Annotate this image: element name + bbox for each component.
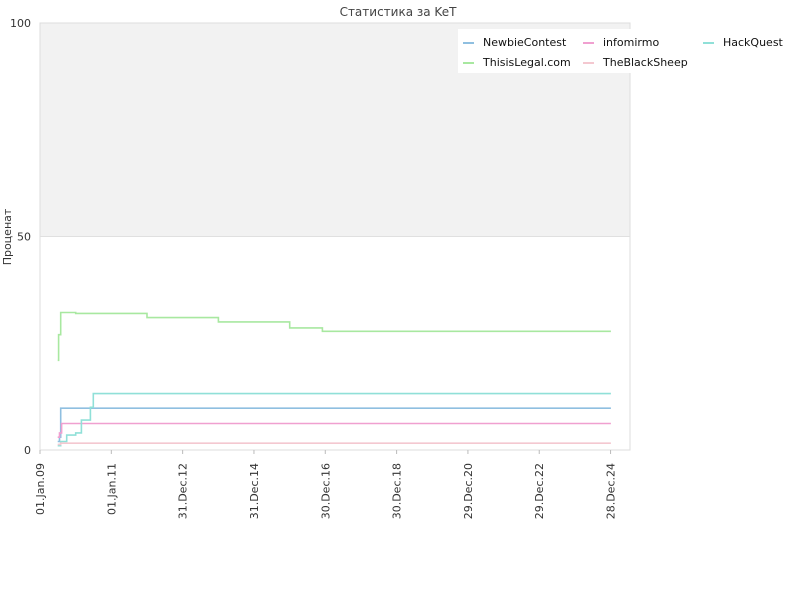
series-line-newbiecontest [57,407,611,443]
y-axis-label: Проценат [1,208,14,265]
x-tick-label: 01.Jan.11 [105,463,118,515]
x-tick-label: 01.Jan.09 [34,463,47,515]
x-tick-label: 30.Dec.16 [319,463,332,519]
x-tick-label: 31.Dec.12 [177,463,190,519]
series-lines [57,311,611,447]
y-tick-label: 0 [24,444,31,457]
y-tick-label: 50 [17,231,31,244]
x-tick-label: 29.Dec.22 [533,463,546,519]
x-tick-label: 28.Dec.24 [605,463,618,519]
legend-label-theblacksheep: TheBlackSheep [602,56,688,69]
y-tick-label: 100 [10,17,31,30]
series-line-infomirmo [57,422,611,439]
x-tick-label: 31.Dec.14 [248,463,261,519]
legend-label-newbiecontest: NewbieContest [483,36,567,49]
x-tick-label: 30.Dec.18 [391,463,404,519]
series-line-hackquest [57,392,611,447]
legend-label-infomirmo: infomirmo [603,36,659,49]
legend: NewbieContest infomirmo HackQuest ThisisLeg… [458,29,790,73]
legend-label-hackquest: HackQuest [723,36,784,49]
x-axis-ticks: 01.Jan.09 01.Jan.11 31.Dec.12 31.Dec.14 30.D… [34,450,618,519]
y-axis-ticks: 0 50 100 [10,17,31,457]
legend-box [458,29,790,73]
series-line-theblacksheep [57,442,611,446]
legend-label-thisislegal-com: ThisisLegal.com [482,56,571,69]
x-tick-label: 29.Dec.20 [462,463,475,519]
chart-title: Статистика за KeT [340,5,458,19]
series-line-thisislegal-com [57,311,611,362]
